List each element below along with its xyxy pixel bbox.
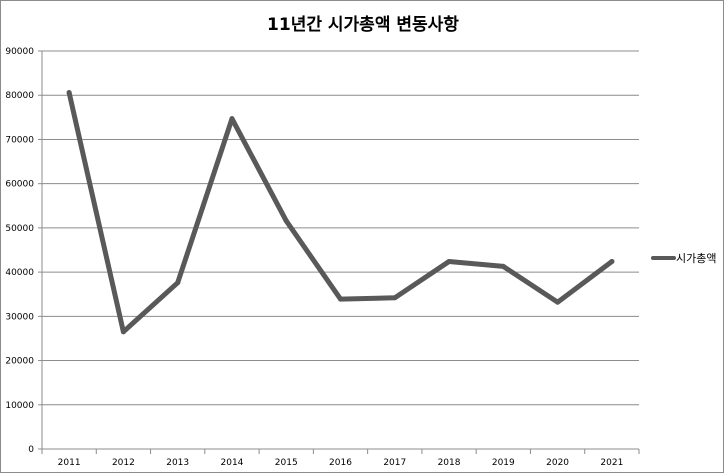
x-tick-label: 2018	[438, 458, 461, 468]
data-point	[555, 299, 561, 305]
x-tick-label: 2016	[329, 458, 352, 468]
y-tick-label: 10000	[5, 401, 34, 411]
y-tick-label: 90000	[5, 47, 34, 57]
series-line	[66, 90, 615, 335]
data-point	[392, 295, 398, 301]
x-tick-label: 2021	[600, 458, 623, 468]
data-point	[338, 296, 343, 302]
y-tick-label: 0	[28, 445, 34, 455]
x-tick-label: 2011	[58, 458, 81, 468]
data-point	[175, 280, 181, 286]
y-tick-label: 60000	[5, 180, 34, 190]
data-point	[283, 218, 289, 224]
x-tick-label: 2019	[492, 458, 515, 468]
x-axis-tick-labels: 2011 2012 2013 2014 2015 2016 2017 2018 2019 2020…	[58, 458, 624, 468]
axes	[38, 50, 640, 454]
y-tick-label: 30000	[5, 312, 34, 322]
y-tick-label: 70000	[5, 135, 34, 145]
x-tick-label: 2015	[275, 458, 298, 468]
x-tick-label: 2020	[546, 458, 569, 468]
y-tick-label: 80000	[5, 91, 34, 101]
data-point	[446, 258, 452, 264]
data-point	[120, 329, 126, 335]
y-tick-label: 40000	[5, 268, 34, 278]
data-point	[229, 116, 235, 122]
series-layer	[66, 90, 615, 335]
legend-label: 시가총액	[676, 252, 716, 265]
y-tick-label: 50000	[5, 224, 34, 234]
chart-title: 11년간 시가총액 변동사항	[267, 14, 459, 35]
y-tick-label: 20000	[5, 357, 34, 367]
x-tick-label: 2013	[166, 458, 189, 468]
x-tick-label: 2014	[221, 458, 244, 468]
x-tick-label: 2017	[383, 458, 406, 468]
x-tick-label: 2012	[112, 458, 135, 468]
legend: 시가총액	[651, 252, 716, 265]
data-point	[66, 90, 72, 96]
gridlines	[42, 50, 639, 406]
data-point	[609, 258, 615, 264]
data-point	[500, 263, 506, 269]
y-axis-tick-labels: 0 10000 20000 30000 40000 50000 60000 70000 8000…	[5, 47, 34, 455]
